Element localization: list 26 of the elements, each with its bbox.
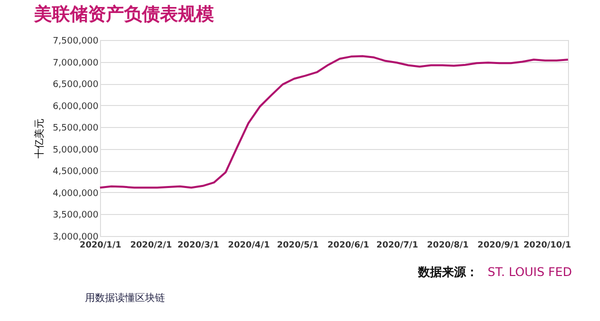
x-tick-label: 2020/2/1	[130, 240, 172, 250]
y-tick-label: 6,500,000	[52, 80, 99, 90]
x-tick-label: 2020/1/1	[80, 240, 122, 250]
y-tick-label: 3,500,000	[52, 210, 99, 221]
y-tick-label: 4,000,000	[52, 188, 99, 199]
x-tick-label: 2020/3/1	[177, 240, 220, 250]
x-tick-label: 2020/6/1	[328, 240, 370, 250]
y-tick-label: 5,500,000	[52, 124, 99, 134]
source-note: 数据来源：	[417, 265, 478, 279]
y-axis-title: 十亿美元	[34, 118, 46, 158]
text: ST. LOUIS FED	[488, 265, 572, 279]
line-series	[99, 55, 569, 189]
x-tick-label: 2020/7/1	[376, 240, 418, 250]
chart-title: 美联储资产负债表规模	[33, 4, 214, 25]
y-tick-label: 3,000,000	[52, 232, 99, 242]
y-tick-label: 7,500,000	[52, 36, 99, 46]
x-tick-label: 2020/8/1	[426, 240, 469, 250]
y-tick-label: 6,000,000	[52, 102, 99, 112]
text: 用数据读懂区块链	[85, 292, 165, 304]
y-tick-label: 5,000,000	[52, 145, 99, 156]
x-tick-label: 2020/5/1	[276, 240, 319, 250]
x-tick-label: 2020/9/1	[478, 240, 520, 250]
y-tick-label: 7,000,000	[52, 58, 99, 68]
x-tick-label: 2020/10/1	[523, 240, 572, 250]
y-tick-label: 4,500,000	[52, 167, 99, 178]
x-tick-label: 2020/4/1	[228, 240, 270, 250]
